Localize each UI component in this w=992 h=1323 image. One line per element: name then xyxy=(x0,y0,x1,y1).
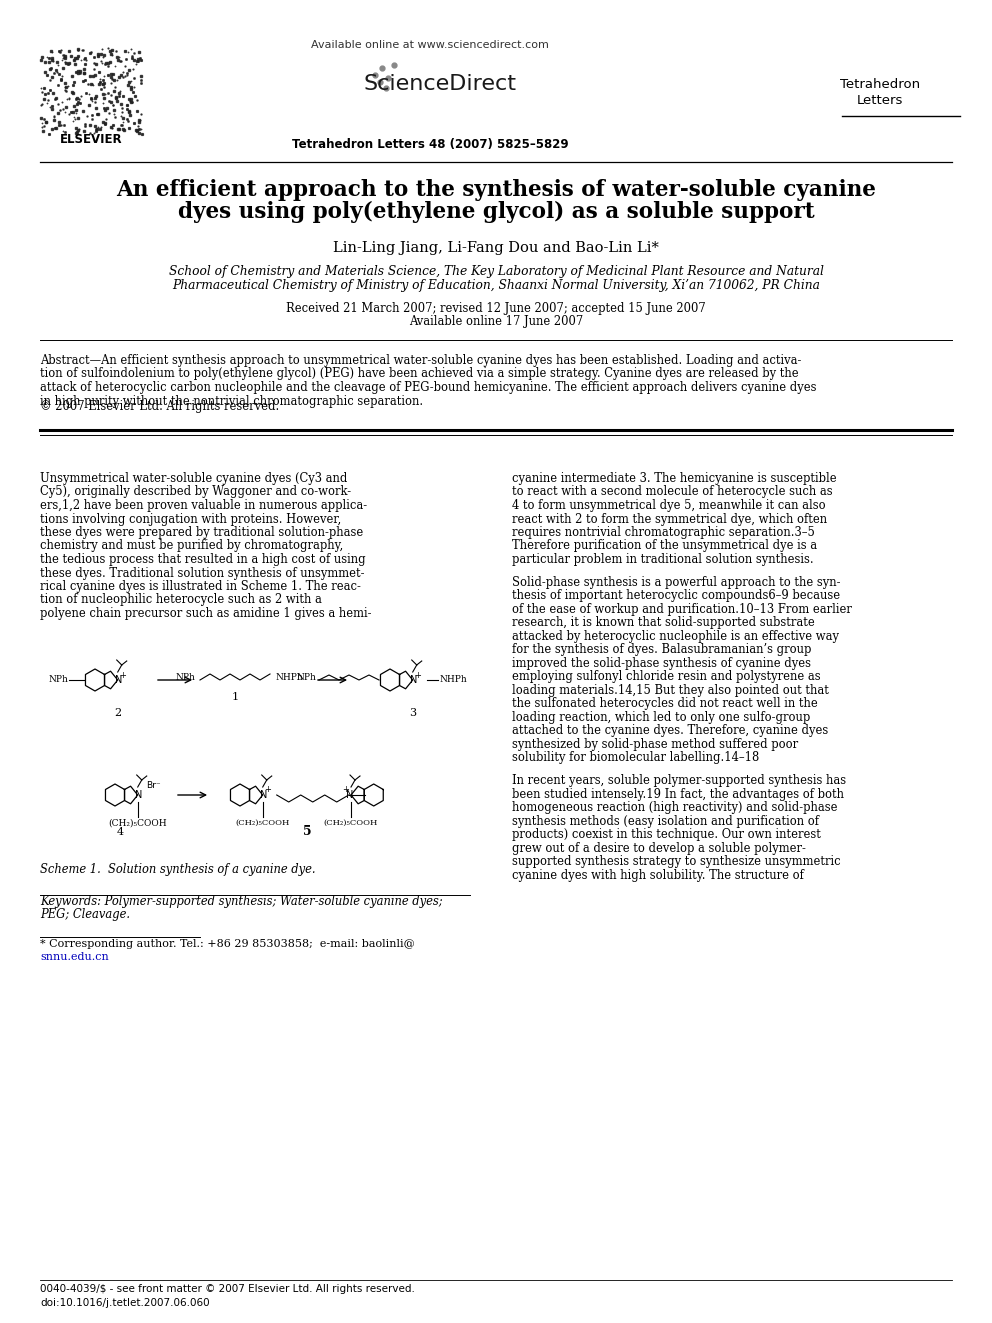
Text: +: + xyxy=(415,671,422,680)
Text: (CH₂)₅COOH: (CH₂)₅COOH xyxy=(108,819,167,828)
Text: 5: 5 xyxy=(303,826,311,837)
Text: these dyes. Traditional solution synthesis of unsymmet-: these dyes. Traditional solution synthes… xyxy=(40,566,364,579)
Text: tion of nucleophilic heterocycle such as 2 with a: tion of nucleophilic heterocycle such as… xyxy=(40,594,321,606)
Text: research, it is known that solid-supported substrate: research, it is known that solid-support… xyxy=(512,617,814,630)
Text: Br⁻: Br⁻ xyxy=(146,782,161,791)
Text: 2: 2 xyxy=(114,708,121,718)
Text: employing sulfonyl chloride resin and polystyrene as: employing sulfonyl chloride resin and po… xyxy=(512,671,820,684)
Text: +: + xyxy=(264,786,271,795)
Text: homogeneous reaction (high reactivity) and solid-phase: homogeneous reaction (high reactivity) a… xyxy=(512,802,837,815)
Text: NHPh: NHPh xyxy=(439,676,467,684)
Text: thesis of important heterocyclic compounds6–9 because: thesis of important heterocyclic compoun… xyxy=(512,590,840,602)
Text: +: + xyxy=(119,671,126,680)
Text: In recent years, soluble polymer-supported synthesis has: In recent years, soluble polymer-support… xyxy=(512,774,846,787)
Text: Solid-phase synthesis is a powerful approach to the syn-: Solid-phase synthesis is a powerful appr… xyxy=(512,576,840,589)
Text: 3: 3 xyxy=(409,708,417,718)
Text: 1: 1 xyxy=(231,692,238,703)
Text: Letters: Letters xyxy=(857,94,903,107)
Text: NPh: NPh xyxy=(176,673,195,683)
Text: cyanine intermediate 3. The hemicyanine is susceptible: cyanine intermediate 3. The hemicyanine … xyxy=(512,472,836,486)
Text: rical cyanine dyes is illustrated in Scheme 1. The reac-: rical cyanine dyes is illustrated in Sch… xyxy=(40,579,361,593)
Text: tions involving conjugation with proteins. However,: tions involving conjugation with protein… xyxy=(40,512,341,525)
Text: chemistry and must be purified by chromatography,: chemistry and must be purified by chroma… xyxy=(40,540,343,553)
Text: polyene chain precursor such as amidine 1 gives a hemi-: polyene chain precursor such as amidine … xyxy=(40,607,371,620)
Text: attacked by heterocyclic nucleophile is an effective way: attacked by heterocyclic nucleophile is … xyxy=(512,630,839,643)
Text: of the ease of workup and purification.10–13 From earlier: of the ease of workup and purification.1… xyxy=(512,603,852,617)
Text: supported synthesis strategy to synthesize unsymmetric: supported synthesis strategy to synthesi… xyxy=(512,856,840,868)
Text: Therefore purification of the unsymmetrical dye is a: Therefore purification of the unsymmetri… xyxy=(512,540,817,553)
Text: * Corresponding author. Tel.: +86 29 85303858;  e-mail: baolinli@: * Corresponding author. Tel.: +86 29 853… xyxy=(40,939,415,949)
Text: the sulfonated heterocycles did not react well in the: the sulfonated heterocycles did not reac… xyxy=(512,697,817,710)
Text: snnu.edu.cn: snnu.edu.cn xyxy=(40,953,109,962)
Text: cyanine dyes with high solubility. The structure of: cyanine dyes with high solubility. The s… xyxy=(512,869,804,882)
Text: tion of sulfoindolenium to poly(ethylene glycol) (PEG) have been achieved via a : tion of sulfoindolenium to poly(ethylene… xyxy=(40,368,799,381)
Text: NPh: NPh xyxy=(297,673,316,683)
Text: Unsymmetrical water-soluble cyanine dyes (Cy3 and: Unsymmetrical water-soluble cyanine dyes… xyxy=(40,472,347,486)
Text: 4: 4 xyxy=(116,827,124,837)
Text: products) coexist in this technique. Our own interest: products) coexist in this technique. Our… xyxy=(512,828,820,841)
Text: N: N xyxy=(410,675,418,685)
Text: 0040-4039/$ - see front matter © 2007 Elsevier Ltd. All rights reserved.: 0040-4039/$ - see front matter © 2007 El… xyxy=(40,1285,415,1294)
Text: Received 21 March 2007; revised 12 June 2007; accepted 15 June 2007: Received 21 March 2007; revised 12 June … xyxy=(286,302,706,315)
Text: Keywords: Polymer-supported synthesis; Water-soluble cyanine dyes;: Keywords: Polymer-supported synthesis; W… xyxy=(40,894,442,908)
Text: to react with a second molecule of heterocycle such as: to react with a second molecule of heter… xyxy=(512,486,832,499)
Text: N: N xyxy=(346,790,354,800)
Text: loading materials.14,15 But they also pointed out that: loading materials.14,15 But they also po… xyxy=(512,684,829,697)
Text: N: N xyxy=(135,790,143,800)
Text: 4 to form unsymmetrical dye 5, meanwhile it can also: 4 to form unsymmetrical dye 5, meanwhile… xyxy=(512,499,825,512)
Text: Scheme 1.  Solution synthesis of a cyanine dye.: Scheme 1. Solution synthesis of a cyanin… xyxy=(40,863,315,876)
Text: these dyes were prepared by traditional solution-phase: these dyes were prepared by traditional … xyxy=(40,527,363,538)
Text: (CH₂)₅COOH: (CH₂)₅COOH xyxy=(235,819,290,827)
Text: in high purity without the nontrivial chromatographic separation.: in high purity without the nontrivial ch… xyxy=(40,394,424,407)
Text: ScienceDirect: ScienceDirect xyxy=(363,74,517,94)
Text: An efficient approach to the synthesis of water-soluble cyanine: An efficient approach to the synthesis o… xyxy=(116,179,876,201)
Text: Abstract—An efficient synthesis approach to unsymmetrical water-soluble cyanine : Abstract—An efficient synthesis approach… xyxy=(40,355,802,366)
Text: ers,1,2 have been proven valuable in numerous applica-: ers,1,2 have been proven valuable in num… xyxy=(40,499,367,512)
Text: particular problem in traditional solution synthesis.: particular problem in traditional soluti… xyxy=(512,553,813,566)
Text: synthesized by solid-phase method suffered poor: synthesized by solid-phase method suffer… xyxy=(512,738,799,751)
Text: Available online 17 June 2007: Available online 17 June 2007 xyxy=(409,315,583,328)
Text: requires nontrivial chromatographic separation.3–5: requires nontrivial chromatographic sepa… xyxy=(512,527,814,538)
Text: +: + xyxy=(342,786,349,795)
Text: solubility for biomolecular labelling.14–18: solubility for biomolecular labelling.14… xyxy=(512,751,759,765)
Text: attack of heterocyclic carbon nucleophile and the cleavage of PEG-bound hemicyan: attack of heterocyclic carbon nucleophil… xyxy=(40,381,816,394)
Text: grew out of a desire to develop a soluble polymer-: grew out of a desire to develop a solubl… xyxy=(512,841,806,855)
Text: the tedious process that resulted in a high cost of using: the tedious process that resulted in a h… xyxy=(40,553,366,566)
Text: for the synthesis of dyes. Balasubramanian’s group: for the synthesis of dyes. Balasubramani… xyxy=(512,643,811,656)
Text: PEG; Cleavage.: PEG; Cleavage. xyxy=(40,908,130,921)
Text: NPh: NPh xyxy=(49,676,68,684)
Text: loading reaction, which led to only one sulfo-group: loading reaction, which led to only one … xyxy=(512,710,810,724)
Text: been studied intensely.19 In fact, the advantages of both: been studied intensely.19 In fact, the a… xyxy=(512,789,844,800)
Text: ELSEVIER: ELSEVIER xyxy=(60,134,122,146)
Text: (CH₂)₅COOH: (CH₂)₅COOH xyxy=(323,819,378,827)
Text: dyes using poly(ethylene glycol) as a soluble support: dyes using poly(ethylene glycol) as a so… xyxy=(178,201,814,224)
Text: Cy5), originally described by Waggoner and co-work-: Cy5), originally described by Waggoner a… xyxy=(40,486,351,499)
Text: Tetrahedron Letters 48 (2007) 5825–5829: Tetrahedron Letters 48 (2007) 5825–5829 xyxy=(292,138,568,151)
Text: School of Chemistry and Materials Science, The Key Laboratory of Medicinal Plant: School of Chemistry and Materials Scienc… xyxy=(169,265,823,278)
Text: N: N xyxy=(115,675,122,685)
Text: N: N xyxy=(260,790,268,800)
Text: © 2007 Elsevier Ltd. All rights reserved.: © 2007 Elsevier Ltd. All rights reserved… xyxy=(40,400,280,413)
Text: improved the solid-phase synthesis of cyanine dyes: improved the solid-phase synthesis of cy… xyxy=(512,658,811,669)
Text: NHPh: NHPh xyxy=(275,672,303,681)
Text: attached to the cyanine dyes. Therefore, cyanine dyes: attached to the cyanine dyes. Therefore,… xyxy=(512,725,828,737)
Text: synthesis methods (easy isolation and purification of: synthesis methods (easy isolation and pu… xyxy=(512,815,819,828)
Text: Available online at www.sciencedirect.com: Available online at www.sciencedirect.co… xyxy=(311,40,549,50)
Text: react with 2 to form the symmetrical dye, which often: react with 2 to form the symmetrical dye… xyxy=(512,512,827,525)
Text: Pharmaceutical Chemistry of Ministry of Education, Shaanxi Normal University, Xi: Pharmaceutical Chemistry of Ministry of … xyxy=(172,279,820,292)
Text: Tetrahedron: Tetrahedron xyxy=(840,78,920,91)
Text: Lin-Ling Jiang, Li-Fang Dou and Bao-Lin Li*: Lin-Ling Jiang, Li-Fang Dou and Bao-Lin … xyxy=(333,241,659,255)
Text: doi:10.1016/j.tetlet.2007.06.060: doi:10.1016/j.tetlet.2007.06.060 xyxy=(40,1298,209,1308)
